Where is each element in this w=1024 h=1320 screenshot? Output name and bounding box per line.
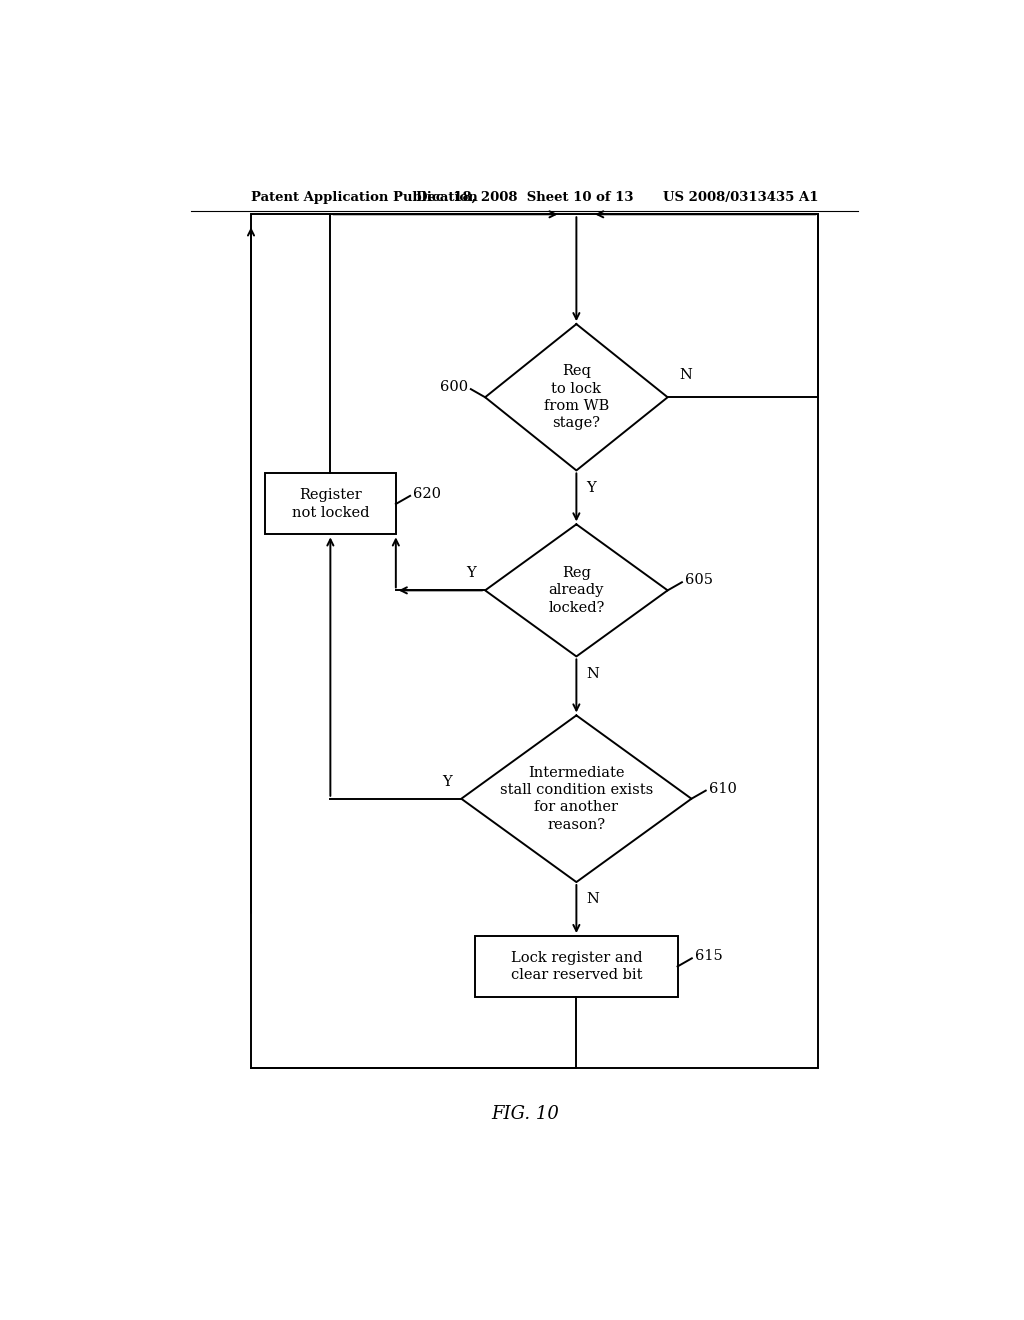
Text: FIG. 10: FIG. 10 xyxy=(490,1105,559,1123)
Bar xyxy=(251,214,818,1068)
Text: Y: Y xyxy=(442,775,452,788)
Text: Reg
already
locked?: Reg already locked? xyxy=(548,566,604,615)
Text: Dec. 18, 2008  Sheet 10 of 13: Dec. 18, 2008 Sheet 10 of 13 xyxy=(416,190,634,203)
Text: Patent Application Publication: Patent Application Publication xyxy=(251,190,478,203)
Text: Req
to lock
from WB
stage?: Req to lock from WB stage? xyxy=(544,364,609,430)
Text: N: N xyxy=(586,892,599,907)
Text: N: N xyxy=(586,667,599,681)
Text: Y: Y xyxy=(466,566,475,581)
Text: Intermediate
stall condition exists
for another
reason?: Intermediate stall condition exists for … xyxy=(500,766,653,832)
Text: Register
not locked: Register not locked xyxy=(292,488,369,520)
Text: US 2008/0313435 A1: US 2008/0313435 A1 xyxy=(663,190,818,203)
Text: 615: 615 xyxy=(695,949,723,964)
Text: 610: 610 xyxy=(709,781,737,796)
Bar xyxy=(265,474,396,535)
Text: 600: 600 xyxy=(439,380,468,395)
Text: Y: Y xyxy=(586,480,596,495)
Text: N: N xyxy=(680,368,692,381)
Bar xyxy=(475,936,678,997)
Text: 605: 605 xyxy=(685,573,713,587)
Text: 620: 620 xyxy=(414,487,441,500)
Text: Lock register and
clear reserved bit: Lock register and clear reserved bit xyxy=(511,950,642,982)
